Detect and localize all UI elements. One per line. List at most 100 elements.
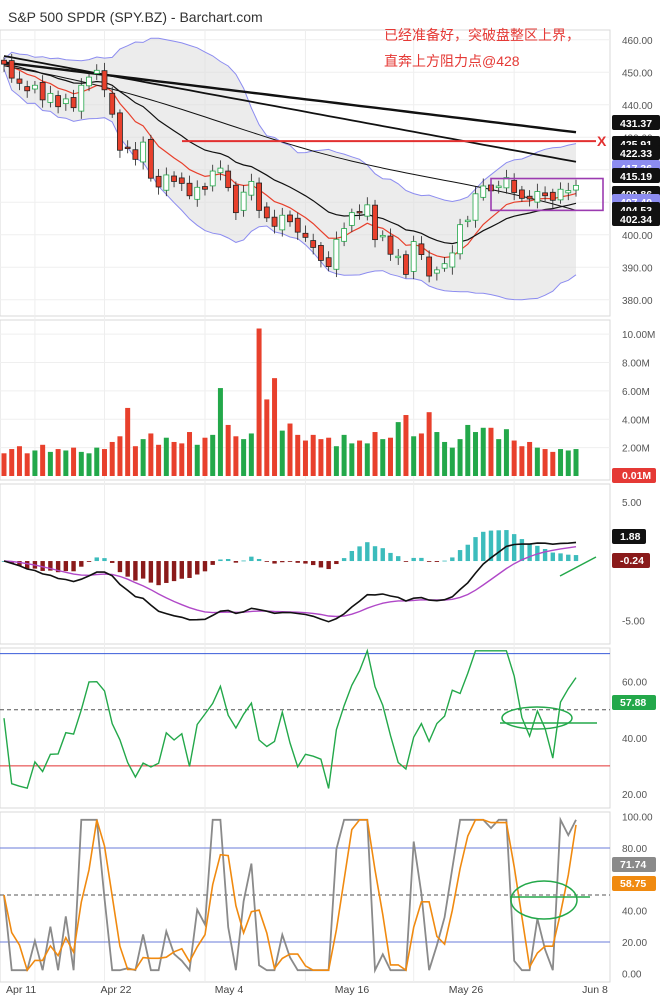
volume-bar — [132, 446, 138, 476]
macd-hist-bar — [9, 561, 14, 564]
rsi-highlight-ellipse — [501, 706, 573, 730]
volume-bar — [426, 412, 432, 476]
candle-body — [426, 256, 433, 277]
candle-body — [302, 232, 309, 238]
volume-bar — [542, 449, 548, 476]
macd-hist-bar — [102, 558, 107, 562]
candle-body — [117, 112, 123, 151]
macd-hist-bar — [164, 561, 169, 583]
volume-bar — [442, 441, 448, 476]
macd-label: 1.88 — [620, 531, 641, 543]
volume-bar — [279, 430, 285, 476]
candle-body — [178, 177, 185, 184]
macd-hist-bar — [380, 548, 385, 562]
candle-body — [101, 70, 108, 91]
candle-body — [147, 138, 154, 179]
candle-body — [387, 235, 394, 255]
macd-hist-bar — [310, 561, 316, 566]
macd-hist-bar — [280, 561, 285, 563]
candle-body — [240, 191, 247, 211]
price-tick-label: 450.00 — [622, 68, 653, 79]
stoch-d-line — [3, 819, 577, 972]
volume-bar — [287, 423, 293, 476]
volume-bar — [295, 434, 301, 476]
volume-bar — [519, 446, 525, 476]
candle-body — [209, 170, 216, 187]
macd-hist-bar — [156, 561, 161, 586]
macd-hist-bar — [110, 561, 115, 563]
candle-body — [217, 167, 224, 174]
annotation-line-2: 直奔上方阻力点@428 — [384, 53, 520, 69]
volume-bar — [210, 434, 216, 476]
candle-body — [93, 69, 100, 74]
volume-bar — [272, 378, 278, 476]
candle-body — [171, 175, 177, 182]
candle-body — [202, 186, 208, 190]
macd-hist-bar — [573, 555, 579, 562]
candle-body — [32, 84, 38, 90]
volume-bar — [565, 450, 571, 476]
candle-body — [418, 243, 425, 255]
macd-hist-bar — [357, 546, 362, 562]
stoch-tick-label: 100.00 — [622, 813, 653, 824]
candle-body — [518, 189, 525, 199]
macd-hist-bar — [566, 554, 571, 562]
volume-bar — [156, 444, 162, 476]
macd-hist-bar — [233, 561, 239, 563]
macd-tick-label: -5.00 — [622, 616, 645, 627]
volume-bar — [333, 446, 339, 476]
candle-body — [403, 254, 409, 275]
rsi-line — [3, 648, 577, 790]
candle-body — [194, 186, 201, 200]
candle-body — [109, 92, 116, 115]
macd-hist-bar — [419, 557, 424, 562]
candle-body — [472, 193, 479, 221]
macd-hist-bar — [465, 544, 470, 562]
macd-hist-bar — [341, 558, 347, 562]
price-label-box — [612, 145, 660, 160]
volume-bar — [527, 441, 533, 476]
volume-bar — [449, 447, 455, 476]
stoch-tick-label: 20.00 — [622, 938, 647, 949]
macd-hist-bar — [225, 559, 231, 562]
candle-body — [464, 219, 471, 223]
macd-hist-bar — [388, 552, 393, 562]
volume-bar — [473, 432, 479, 476]
macd-hist-bar — [558, 553, 563, 562]
volume-bar — [403, 415, 409, 476]
candle-body — [55, 95, 62, 108]
stoch-tick-label: 40.00 — [622, 907, 647, 918]
volume-bar — [40, 444, 46, 476]
ma-200-line — [3, 61, 577, 134]
volume-bar — [496, 439, 502, 476]
rsi-tick-label: 60.00 — [622, 678, 647, 689]
candle-body — [86, 76, 92, 87]
candle-body — [124, 146, 131, 150]
macd-hist-bar — [24, 561, 30, 569]
bollinger-upper — [3, 37, 577, 203]
volume-bar — [302, 440, 308, 476]
volume-bar — [418, 433, 424, 476]
macd-hist-bar — [48, 561, 53, 571]
candle-body — [263, 206, 270, 219]
volume-bar — [125, 407, 131, 476]
macd-label-box — [612, 529, 646, 544]
rsi-tick-label: 40.00 — [622, 734, 647, 745]
volume-bar — [187, 432, 193, 476]
volume-bar — [326, 437, 332, 476]
volume-bar — [558, 449, 564, 476]
price-tick-label: 390.00 — [622, 263, 653, 274]
candle-body — [1, 59, 7, 65]
bollinger-fill — [4, 38, 576, 300]
macd-tick-label: 5.00 — [622, 498, 642, 509]
macd-hist-bar — [403, 561, 409, 562]
volume-bar — [387, 437, 393, 476]
macd-hist-bar — [396, 556, 401, 562]
volume-bar — [341, 434, 347, 476]
volume-bar — [411, 436, 417, 476]
volume-bar — [101, 449, 107, 476]
macd-hist-bar — [481, 531, 486, 562]
macd-hist-bar — [241, 560, 246, 562]
candle-body — [8, 60, 15, 79]
rsi-label: 57.88 — [620, 697, 646, 709]
